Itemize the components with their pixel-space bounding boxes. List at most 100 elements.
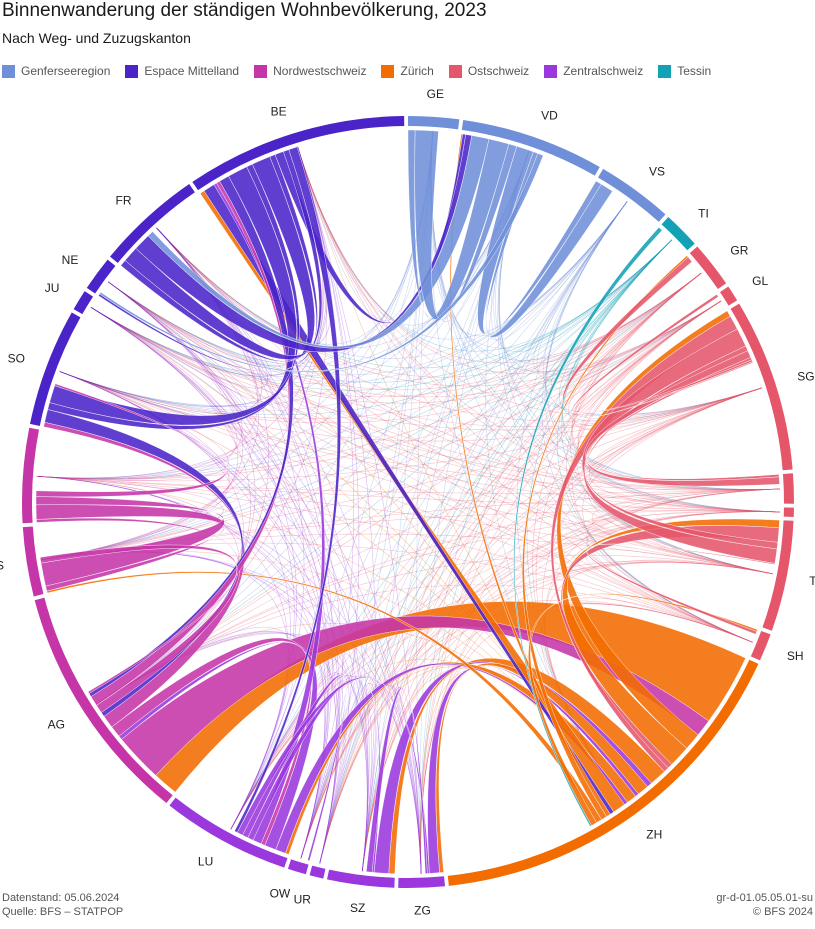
arc-ai[interactable]	[783, 507, 794, 517]
legend-label: Espace Mittelland	[144, 64, 240, 78]
arc-bs[interactable]	[22, 526, 44, 597]
ribbon-sh-tg[interactable]	[586, 543, 776, 635]
ribbon-thin-ar-zg	[420, 488, 780, 874]
ribbon-be-lu[interactable]	[234, 146, 341, 833]
ribbon-thin-ar-sh	[586, 488, 780, 643]
ribbon-thin-gr-bl	[36, 272, 702, 480]
ribbon-thin-ar-ju	[90, 307, 780, 491]
arc-ag[interactable]	[34, 597, 173, 804]
ribbon-thin-tg-be	[297, 146, 774, 575]
arc-bl[interactable]	[22, 427, 40, 524]
ribbon-thin-lu-ne	[107, 281, 297, 830]
arc-be[interactable]	[192, 116, 405, 191]
ribbon-ag-bl[interactable]	[36, 517, 241, 713]
ribbon-be-so[interactable]	[47, 166, 297, 430]
arc-ge[interactable]	[408, 116, 460, 130]
arc-ar[interactable]	[782, 473, 795, 504]
ribbon-vs-vd[interactable]	[485, 151, 613, 338]
arc-ow[interactable]	[287, 859, 309, 875]
ribbon-vd-ne[interactable]	[99, 153, 544, 373]
arc-sh[interactable]	[750, 630, 771, 661]
ribbon-thin-bs-ju	[40, 307, 238, 561]
ribbon-zh-tg[interactable]	[562, 518, 780, 765]
arc-vd[interactable]	[461, 119, 600, 176]
ribbon-thin-vs-ow	[300, 201, 628, 859]
arc-tg[interactable]	[762, 520, 794, 631]
arc-ur[interactable]	[309, 865, 326, 879]
ribbon-bl-bs[interactable]	[35, 504, 225, 592]
ribbon-ag-zh[interactable]	[121, 615, 709, 776]
ribbon-thin-gr-ju	[90, 272, 702, 398]
arc-sg[interactable]	[730, 303, 793, 471]
ribbon-thin-gl-sh	[571, 300, 753, 643]
ribbon-thin-sz-be	[297, 146, 376, 872]
ribbon-thin-ur-be	[297, 146, 360, 864]
ribbon-zh-bs[interactable]	[46, 571, 602, 823]
ribbon-thin-ti-zg	[420, 239, 673, 874]
arc-ju[interactable]	[73, 291, 94, 315]
ribbon-zh-vd[interactable]	[449, 133, 611, 817]
arcs-layer	[22, 116, 795, 888]
ribbon-thin-sz-ju	[90, 307, 369, 872]
ribbon-thin-ti-so	[59, 239, 673, 416]
arc-lu[interactable]	[169, 797, 288, 868]
ribbon-thin-gr-sg	[568, 272, 763, 427]
ribbon-thin-gl-ne	[107, 281, 722, 398]
ribbon-ge-vd[interactable]	[414, 129, 518, 321]
arc-so[interactable]	[29, 312, 81, 426]
ribbon-thin-zg-ju	[90, 307, 422, 874]
legend-item-nordwestschweiz[interactable]: Nordwestschweiz	[254, 64, 366, 78]
ribbon-zh-sz[interactable]	[388, 658, 665, 874]
ribbon-thin-gl-lu	[230, 300, 722, 830]
ribbon-thin-ai-ur	[319, 511, 780, 864]
legend-item-ostschweiz[interactable]: Ostschweiz	[448, 64, 529, 78]
legend-label: Zürich	[400, 64, 434, 78]
ribbon-vd-fr[interactable]	[147, 135, 490, 349]
ribbon-thin-sg-ne	[107, 281, 763, 428]
ribbon-thin-sg-bs	[40, 387, 763, 561]
ribbon-thin-bl-so	[36, 371, 229, 481]
ribbon-thin-sh-so	[59, 371, 753, 643]
arc-gl[interactable]	[719, 286, 738, 306]
data-date: Datenstand: 05.06.2024	[2, 892, 120, 904]
segment-label-lu: LU	[198, 855, 213, 869]
ribbon-fr-be[interactable]	[124, 154, 318, 360]
ribbon-sg-tg[interactable]	[581, 328, 779, 550]
arc-ne[interactable]	[86, 259, 116, 294]
ribbon-thin-vs-zg	[420, 201, 628, 874]
ribbon-ag-so[interactable]	[43, 422, 245, 728]
segment-label-ur: UR	[294, 892, 312, 906]
segment-label-sz: SZ	[350, 901, 365, 915]
ribbon-bl-so[interactable]	[35, 383, 228, 498]
ribbon-thin-tg-ne	[107, 281, 774, 575]
ribbon-fr-vd[interactable]	[135, 134, 473, 353]
ribbon-gl-sg[interactable]	[570, 294, 754, 419]
legend-item-zuerich[interactable]: Zürich	[381, 64, 434, 78]
ribbon-thin-ai-lu	[230, 511, 780, 830]
legend-swatch	[544, 64, 558, 78]
ribbon-gr-sg[interactable]	[562, 256, 753, 413]
ribbon-thin-ar-ow	[300, 488, 780, 859]
legend-item-zentralschweiz[interactable]: Zentralschweiz	[544, 64, 643, 78]
ribbon-sz-zh[interactable]	[373, 661, 652, 874]
ribbon-thin-ge-sh	[430, 130, 753, 643]
ribbon-zh-gr[interactable]	[522, 255, 689, 820]
legend-item-genferseeregion[interactable]: Genferseeregion	[2, 64, 110, 78]
legend-label: Nordwestschweiz	[273, 64, 367, 78]
legend-item-espace-mittelland[interactable]: Espace Mittelland	[125, 64, 239, 78]
arc-sz[interactable]	[327, 869, 395, 888]
segment-label-tg: TG	[809, 574, 815, 588]
legend-item-tessin[interactable]: Tessin	[658, 64, 711, 78]
ribbon-so-be[interactable]	[49, 163, 300, 426]
ribbon-sz-zg[interactable]	[366, 687, 428, 874]
ribbon-lu-zh[interactable]	[275, 663, 628, 854]
ribbon-be-ag[interactable]	[88, 175, 294, 697]
ribbon-ti-zh[interactable]	[513, 227, 663, 827]
ribbon-thin-gr-ai	[571, 272, 780, 513]
arc-fr[interactable]	[110, 184, 195, 263]
ribbon-thin-sh-ju	[90, 307, 753, 643]
arc-ti[interactable]	[661, 216, 695, 251]
arc-gr[interactable]	[689, 246, 727, 290]
arc-vs[interactable]	[598, 168, 666, 222]
arc-zg[interactable]	[398, 876, 446, 888]
